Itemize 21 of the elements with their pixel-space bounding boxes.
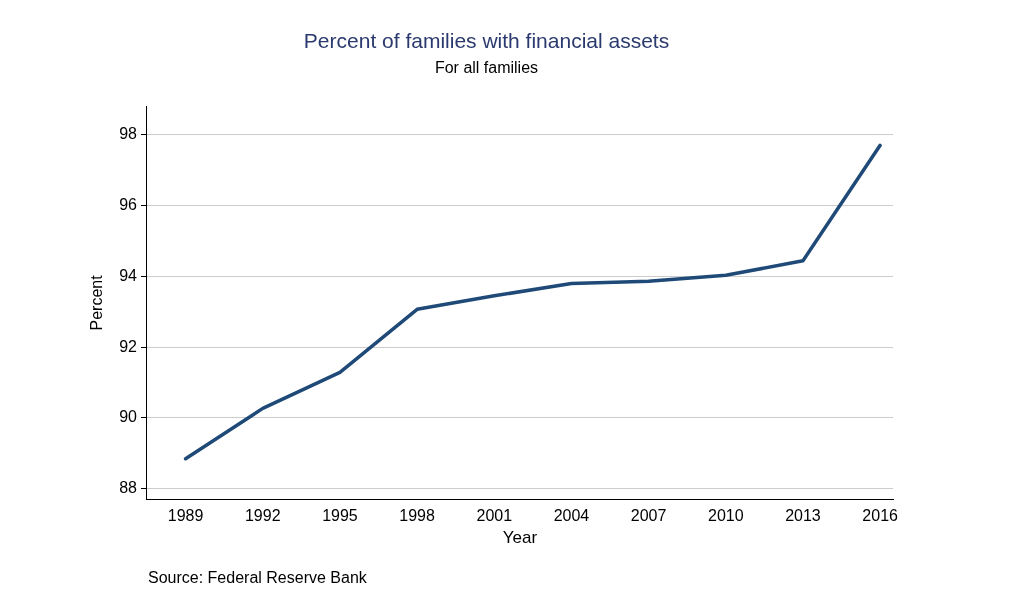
x-tick-label: 1989 [167,507,204,525]
chart-subtitle: For all families [434,59,539,77]
y-axis-title: Percent [88,274,106,331]
x-tick-label: 2013 [785,507,821,525]
x-axis-title: Year [502,528,538,548]
y-tick-label: 98 [119,125,138,143]
x-tick-label: 2010 [708,507,744,525]
x-tick-label: 1992 [244,507,281,525]
x-tick-label: 2007 [630,507,667,525]
x-tick-label: 1995 [322,507,358,525]
source-note: Source: Federal Reserve Bank [148,569,368,586]
y-tick-label: 90 [119,408,138,426]
y-tick-label: 94 [119,266,138,284]
x-tick-label: 1998 [399,507,435,525]
x-tick-label: 2001 [476,507,513,525]
chart-title: Percent of families with financial assets [303,29,670,53]
y-tick-label: 96 [119,195,138,213]
x-tick-label: 2016 [862,507,899,525]
y-tick-label: 92 [119,337,138,355]
y-tick-label: 88 [119,479,138,497]
x-tick-label: 2004 [553,507,590,525]
